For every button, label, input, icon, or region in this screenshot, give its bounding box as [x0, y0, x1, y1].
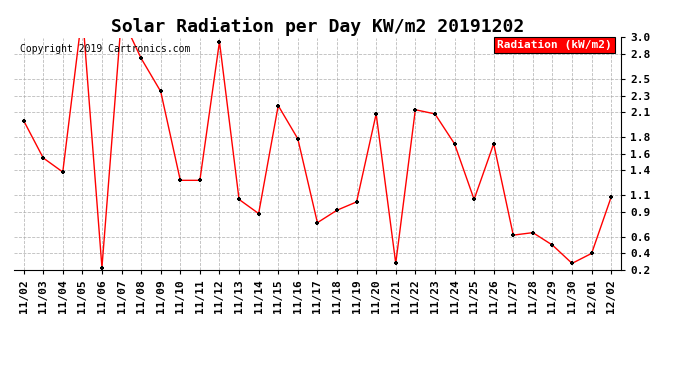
Point [410, 107, 421, 113]
Point [351, 199, 362, 205]
Point [18, 117, 29, 123]
Point [429, 111, 440, 117]
Point [547, 242, 558, 248]
Point [449, 141, 460, 147]
Point [469, 196, 480, 202]
Point [195, 177, 206, 183]
Point [606, 194, 617, 200]
Point [371, 111, 382, 117]
Point [273, 103, 284, 109]
Point [293, 136, 304, 142]
Point [136, 55, 147, 61]
Point [77, 10, 88, 16]
Text: Copyright 2019 Cartronics.com: Copyright 2019 Cartronics.com [20, 45, 190, 54]
Point [527, 230, 538, 236]
Point [38, 155, 49, 161]
Point [586, 251, 597, 257]
Text: Radiation (kW/m2): Radiation (kW/m2) [497, 40, 612, 50]
Point [57, 169, 68, 175]
Point [488, 141, 499, 147]
Point [175, 177, 186, 183]
Point [116, 14, 127, 20]
Title: Solar Radiation per Day KW/m2 20191202: Solar Radiation per Day KW/m2 20191202 [111, 17, 524, 36]
Point [155, 88, 166, 94]
Point [391, 260, 402, 266]
Point [253, 210, 264, 216]
Point [214, 39, 225, 45]
Point [312, 220, 323, 226]
Point [97, 264, 108, 270]
Point [331, 207, 342, 213]
Point [508, 232, 519, 238]
Point [233, 196, 244, 202]
Point [566, 260, 578, 266]
